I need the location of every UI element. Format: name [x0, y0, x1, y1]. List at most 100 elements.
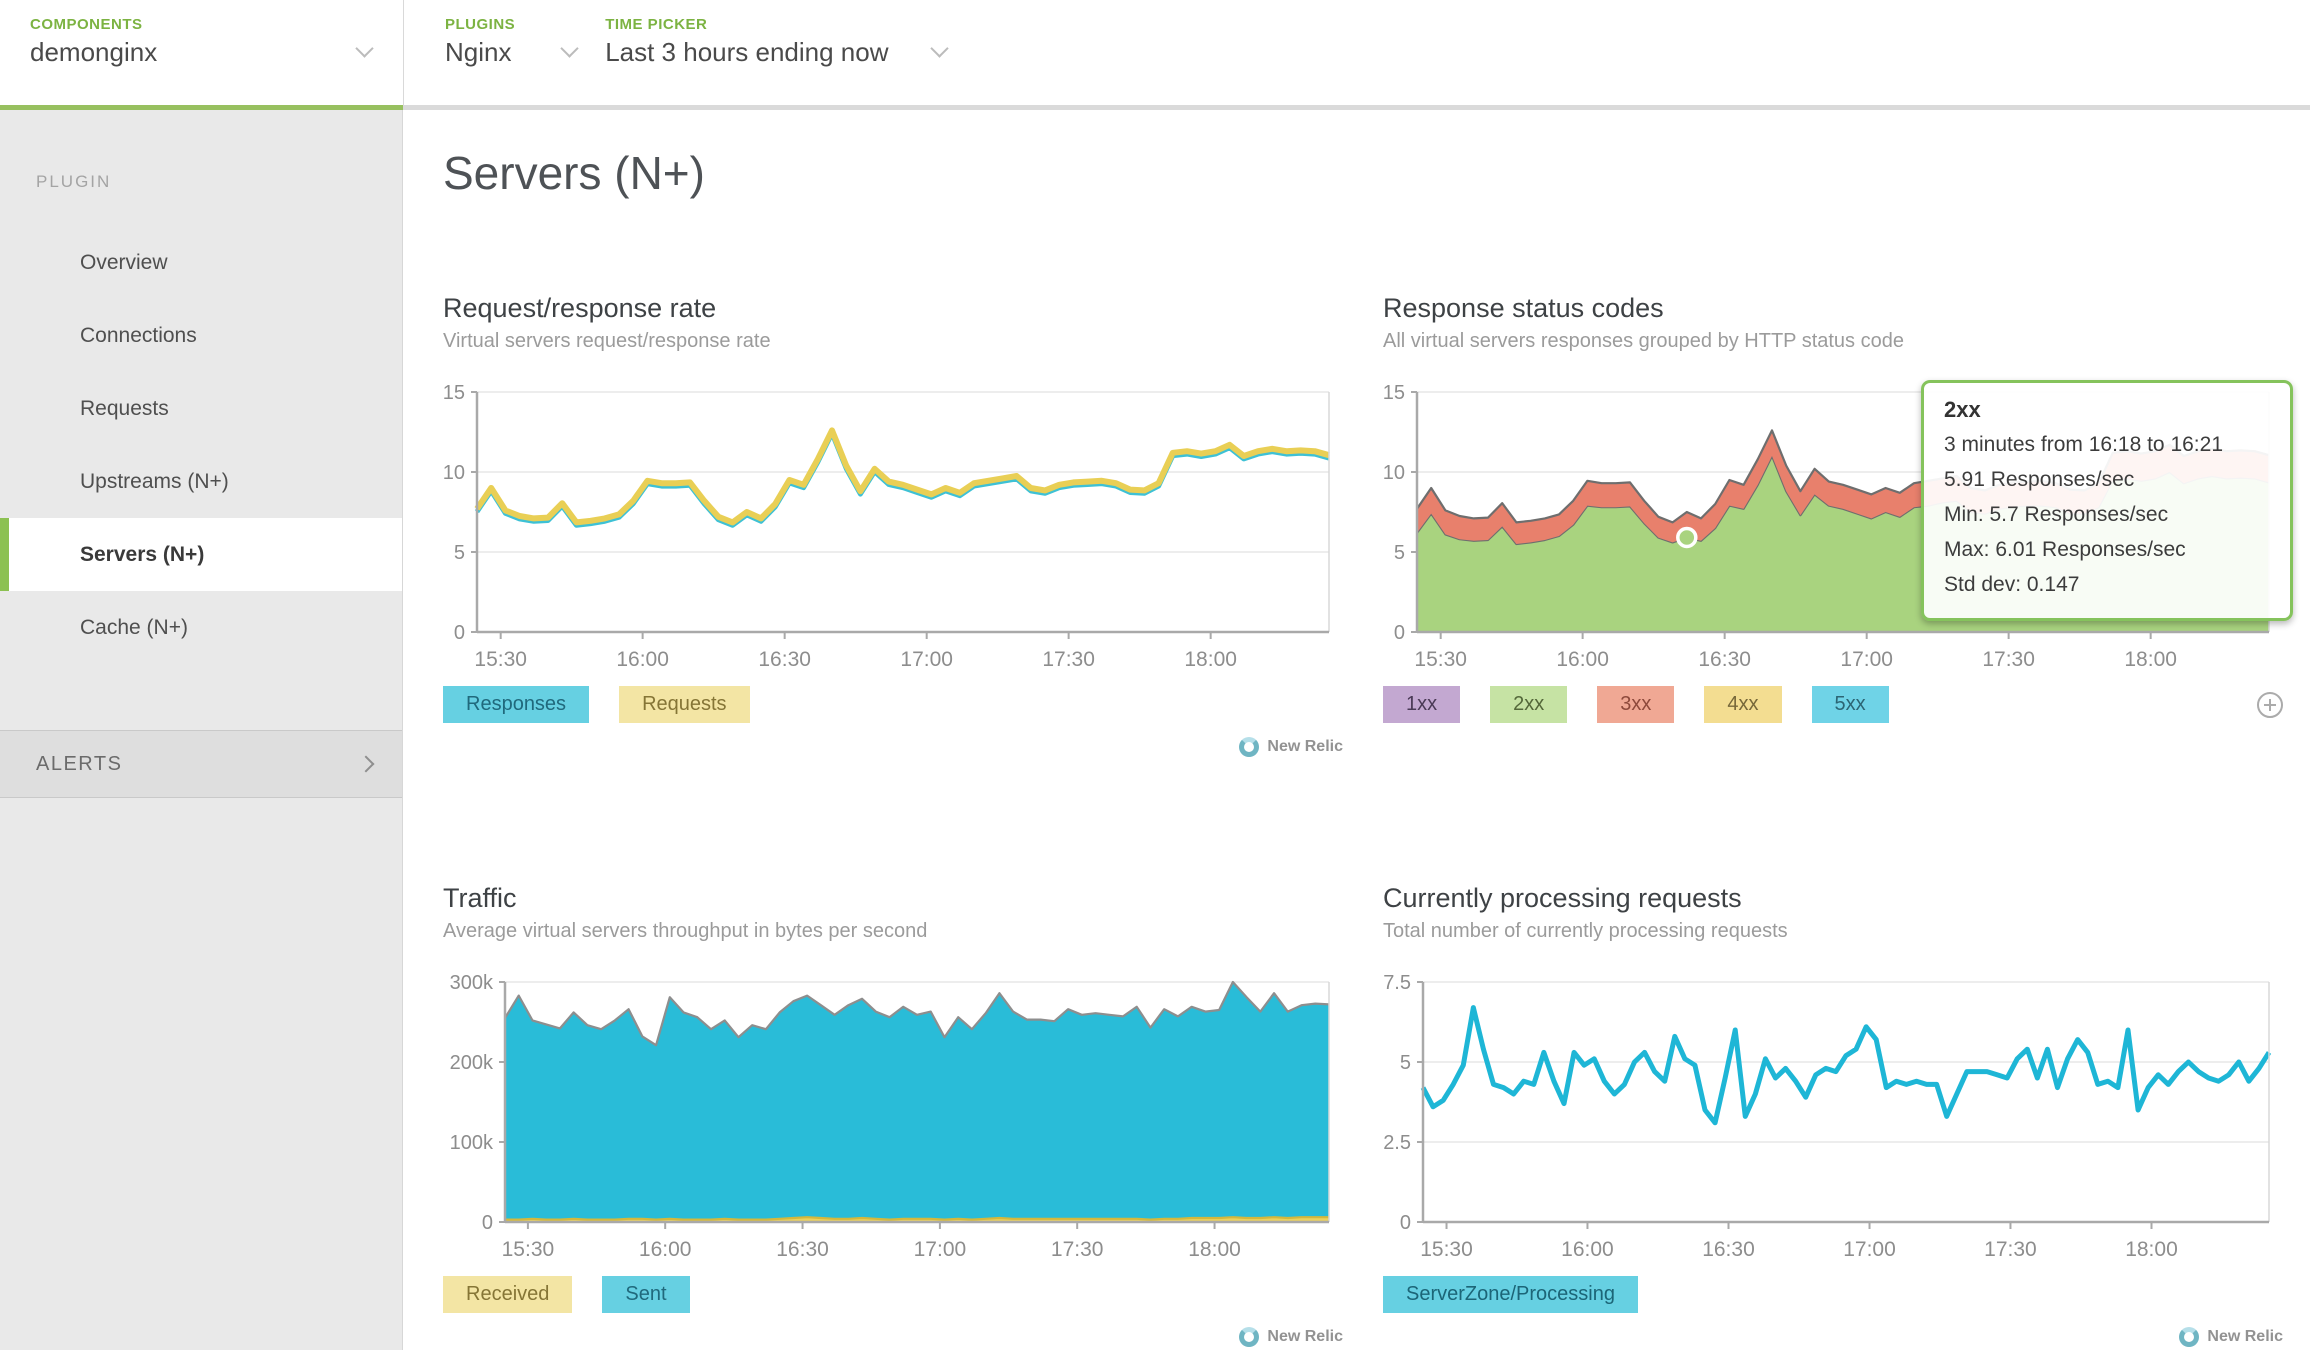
- legend-badge-5xx[interactable]: 5xx: [1811, 686, 1889, 723]
- svg-text:18:00: 18:00: [1184, 648, 1237, 671]
- svg-text:15:30: 15:30: [474, 648, 527, 671]
- legend-badge-2xx[interactable]: 2xx: [1490, 686, 1568, 723]
- svg-text:0: 0: [454, 622, 465, 644]
- legend-badge-requests[interactable]: Requests: [619, 686, 750, 723]
- alerts-label: ALERTS: [36, 752, 123, 775]
- chart-card-currently-processing-requests: Currently processing requests Total numb…: [1383, 882, 2283, 1349]
- sidebar-item-alerts[interactable]: ALERTS: [0, 730, 402, 798]
- chevron-down-icon: [930, 39, 949, 58]
- svg-text:16:30: 16:30: [1702, 1238, 1755, 1261]
- svg-text:7.5: 7.5: [1383, 972, 1411, 994]
- sidebar-item-overview[interactable]: Overview: [80, 251, 168, 274]
- legend-badge-1xx[interactable]: 1xx: [1383, 686, 1461, 723]
- chart-subtitle: Virtual servers request/response rate: [443, 330, 771, 352]
- expand-chart-icon[interactable]: [2257, 691, 2283, 718]
- time-picker-dropdown[interactable]: TIME PICKER Last 3 hours ending now: [605, 0, 949, 105]
- new-relic-logo-icon: [2179, 1327, 2200, 1347]
- svg-text:17:30: 17:30: [1042, 648, 1095, 671]
- svg-text:0: 0: [1400, 1212, 1411, 1234]
- svg-text:16:00: 16:00: [1556, 648, 1609, 671]
- svg-text:0: 0: [482, 1212, 493, 1234]
- tooltip-stddev: Std dev: 0.147: [1944, 573, 2080, 596]
- svg-text:16:30: 16:30: [776, 1238, 829, 1261]
- plugins-dropdown[interactable]: PLUGINS Nginx: [445, 0, 579, 105]
- components-dropdown[interactable]: COMPONENTS demonginx: [0, 0, 403, 110]
- tooltip-min: Min: 5.7 Responses/sec: [1944, 503, 2169, 526]
- chart-card-traffic: Traffic Average virtual servers throughp…: [443, 882, 1343, 1349]
- header-divider: [403, 0, 404, 110]
- svg-text:17:00: 17:00: [914, 1238, 967, 1261]
- chart-card-response-status-codes: Response status codes All virtual server…: [1383, 292, 2293, 723]
- traffic-chart[interactable]: 0 100k 200k 300k 15:30 16:00 16:30 17:00 17:30 18…: [443, 970, 1343, 1262]
- svg-text:18:00: 18:00: [2125, 1238, 2178, 1261]
- svg-text:5: 5: [454, 542, 465, 564]
- chart-legend: 1xx 2xx 3xx 4xx 5xx: [1383, 686, 2283, 723]
- svg-text:15: 15: [443, 382, 465, 404]
- chart-legend: Responses Requests: [443, 686, 1343, 723]
- legend-badge-responses[interactable]: Responses: [443, 686, 590, 723]
- plugin-nav: Overview Connections Requests Upstreams (N+…: [0, 226, 402, 664]
- svg-text:17:00: 17:00: [1843, 1238, 1896, 1261]
- svg-text:15:30: 15:30: [502, 1238, 555, 1261]
- chart-subtitle: Total number of currently processing req…: [1383, 920, 1788, 942]
- svg-text:17:30: 17:30: [1982, 648, 2035, 671]
- svg-text:16:00: 16:00: [639, 1238, 692, 1261]
- svg-text:5: 5: [1394, 542, 1405, 564]
- svg-text:18:00: 18:00: [1188, 1238, 1241, 1261]
- legend-badge-received[interactable]: Received: [443, 1276, 573, 1313]
- svg-text:17:00: 17:00: [900, 648, 953, 671]
- svg-text:15:30: 15:30: [1414, 648, 1467, 671]
- svg-text:16:30: 16:30: [758, 648, 811, 671]
- svg-text:5: 5: [1400, 1052, 1411, 1074]
- chart-footer: New Relic: [443, 1325, 1343, 1349]
- request-response-rate-chart[interactable]: 0 5 10 15 15:30 16:00 16:30 17:00 17:30 18:00: [443, 380, 1343, 672]
- chart-footer: New Relic: [443, 735, 1343, 759]
- svg-text:2.5: 2.5: [1383, 1132, 1411, 1154]
- tooltip-time-range: 3 minutes from 16:18 to 16:21: [1944, 433, 2223, 456]
- svg-text:300k: 300k: [450, 972, 494, 994]
- svg-text:10: 10: [443, 462, 465, 484]
- tooltip-value: 5.91 Responses/sec: [1944, 468, 2135, 491]
- svg-text:17:30: 17:30: [1051, 1238, 1104, 1261]
- svg-text:17:30: 17:30: [1984, 1238, 2037, 1261]
- svg-text:18:00: 18:00: [2124, 648, 2177, 671]
- legend-badge-sent[interactable]: Sent: [602, 1276, 690, 1313]
- chart-title: Request/response rate: [443, 293, 717, 323]
- components-value: demonginx: [30, 37, 158, 67]
- svg-text:10: 10: [1383, 462, 1405, 484]
- chevron-down-icon: [560, 39, 579, 58]
- plugins-label: PLUGINS: [445, 16, 516, 33]
- time-picker-value: Last 3 hours ending now: [605, 37, 889, 67]
- chart-title: Traffic: [443, 883, 517, 913]
- chevron-right-icon: [357, 755, 375, 773]
- svg-text:16:00: 16:00: [616, 648, 669, 671]
- sidebar-item-upstreams-n[interactable]: Upstreams (N+): [80, 470, 229, 493]
- new-relic-logo-icon: [1239, 1327, 1260, 1347]
- main-content: Servers (N+) Request/response rate Virtu…: [403, 110, 2310, 1350]
- components-label: COMPONENTS: [30, 16, 143, 33]
- sidebar-item-servers-n[interactable]: Servers (N+): [0, 518, 402, 591]
- sidebar: PLUGIN Overview Connections Requests Upstre…: [0, 110, 403, 1350]
- tooltip-series-title: 2xx: [1944, 397, 1981, 422]
- legend-badge-3xx[interactable]: 3xx: [1597, 686, 1675, 723]
- chart-tooltip: 2xx 3 minutes from 16:18 to 16:21 5.91 R…: [1921, 380, 2293, 621]
- chart-title: Response status codes: [1383, 293, 1664, 323]
- svg-text:15: 15: [1383, 382, 1405, 404]
- svg-text:0: 0: [1394, 622, 1405, 644]
- sidebar-section-label: PLUGIN: [36, 172, 112, 191]
- sidebar-item-cache-n[interactable]: Cache (N+): [80, 616, 188, 639]
- svg-text:15:30: 15:30: [1420, 1238, 1473, 1261]
- svg-text:16:30: 16:30: [1698, 648, 1751, 671]
- currently-processing-requests-chart[interactable]: 0 2.5 5 7.5 15:30 16:00 16:30 17:00 17:30 18:00: [1383, 970, 2283, 1262]
- sidebar-item-connections[interactable]: Connections: [80, 324, 197, 347]
- sidebar-item-requests[interactable]: Requests: [80, 397, 169, 420]
- svg-text:200k: 200k: [450, 1052, 494, 1074]
- chart-title: Currently processing requests: [1383, 883, 1742, 913]
- chart-subtitle: All virtual servers responses grouped by…: [1383, 330, 1904, 352]
- legend-badge-serverzone-processing[interactable]: ServerZone/Processing: [1383, 1276, 1638, 1313]
- svg-text:16:00: 16:00: [1561, 1238, 1614, 1261]
- legend-badge-4xx[interactable]: 4xx: [1704, 686, 1782, 723]
- plugins-value: Nginx: [445, 37, 512, 67]
- page-title: Servers (N+): [443, 147, 705, 199]
